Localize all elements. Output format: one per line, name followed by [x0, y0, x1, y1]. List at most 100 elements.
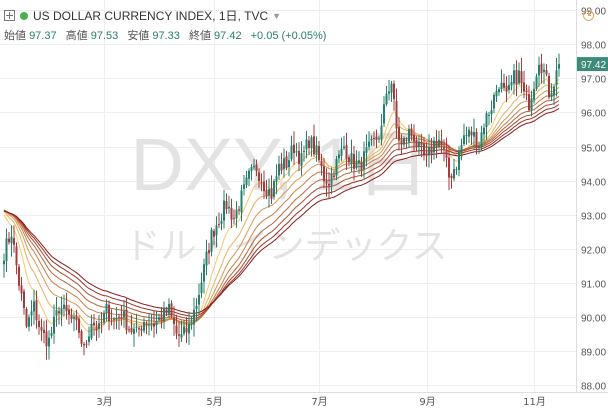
candle-body	[245, 177, 248, 185]
candle-body	[100, 322, 103, 324]
candle-body	[145, 323, 148, 325]
ma-line	[3, 100, 560, 320]
candle-body	[278, 163, 280, 176]
candle-body	[195, 305, 198, 310]
time-tick-label: 7月	[311, 396, 327, 408]
price-tick-label: 94.00	[581, 178, 606, 189]
symbol-header[interactable]: US DOLLAR CURRENCY INDEX, 1日, TVC ▼	[4, 7, 281, 24]
candle-body	[128, 329, 130, 331]
candle-body	[95, 326, 98, 331]
price-tick-label: 97.00	[581, 75, 606, 86]
candle-body	[335, 159, 338, 176]
chevron-down-icon[interactable]: ▼	[272, 10, 282, 21]
candle-body	[218, 223, 220, 225]
candle-body	[270, 188, 273, 199]
candle-body	[455, 169, 458, 171]
candle-body	[425, 152, 428, 154]
candle-body	[543, 69, 545, 72]
candle-body	[490, 110, 493, 115]
candle-body	[478, 146, 480, 148]
price-tick-label: 88.00	[581, 382, 606, 393]
price-tick-label: 99.00	[581, 7, 606, 18]
candle-body	[548, 75, 550, 98]
candle-body	[190, 323, 193, 325]
candle-body	[180, 334, 183, 338]
candle-body	[323, 166, 325, 182]
candle-body	[423, 143, 425, 155]
candle-body	[58, 311, 60, 314]
price-axis[interactable]: 99.00 98.00 97.00 96.00 95.00 94.00 93.00 92.00…	[581, 7, 606, 393]
candle-body	[10, 236, 13, 244]
candle-body	[513, 70, 515, 84]
candle-body	[90, 323, 93, 339]
last-price-box	[577, 57, 608, 72]
time-axis[interactable]: 3月 5月 7月 9月 11月	[96, 396, 546, 408]
candle-body	[353, 153, 355, 169]
candle-body	[320, 160, 323, 167]
candle-body	[178, 334, 180, 336]
price-tick-label: 93.00	[581, 212, 606, 223]
candle-body	[365, 147, 368, 153]
price-tick-label: 91.00	[581, 280, 606, 291]
candle-body	[385, 93, 388, 105]
candle-body	[225, 201, 228, 210]
candle-body	[243, 184, 245, 189]
candle-body	[250, 166, 253, 172]
candle-body	[3, 260, 5, 265]
candle-body	[413, 135, 415, 142]
candle-body	[110, 320, 113, 322]
grid-lines	[0, 0, 576, 392]
candle-body	[215, 225, 218, 236]
clock-icon[interactable]	[583, 10, 594, 21]
candle-body	[60, 309, 63, 315]
time-tick-label: 5月	[206, 396, 222, 408]
candle-body	[33, 301, 35, 312]
candle-body	[418, 141, 420, 147]
candle-body	[340, 148, 343, 156]
candle-body	[390, 83, 393, 93]
candle-body	[265, 189, 268, 196]
candle-body	[120, 317, 123, 319]
candle-body	[440, 140, 443, 146]
candle-body	[345, 145, 348, 160]
price-tick-label: 92.00	[581, 246, 606, 257]
candle-body	[395, 101, 398, 129]
candle-body	[210, 229, 213, 252]
expand-icon[interactable]	[4, 10, 15, 21]
candle-body	[350, 153, 353, 165]
candle-body	[300, 153, 303, 167]
candle-body	[378, 138, 380, 140]
candle-body	[290, 145, 293, 160]
candle-body	[475, 131, 478, 148]
candle-body	[373, 138, 375, 140]
candle-body	[518, 70, 520, 84]
candle-body	[310, 137, 313, 149]
candle-body	[213, 231, 215, 237]
candle-body	[150, 324, 153, 326]
candle-body	[428, 147, 430, 155]
candle-body	[105, 303, 108, 313]
candle-body	[348, 157, 350, 163]
candles	[3, 53, 560, 360]
candle-body	[495, 90, 498, 97]
candle-body	[500, 82, 503, 90]
candle-body	[160, 316, 163, 322]
candle-body	[248, 170, 250, 179]
candle-body	[520, 71, 523, 84]
watermark: DXY, 1日 ドル・インデックス	[125, 123, 448, 267]
candle-body	[435, 140, 438, 148]
price-tick-label: 95.00	[581, 144, 606, 155]
candle-body	[493, 94, 495, 109]
candle-body	[135, 326, 138, 328]
candle-body	[133, 328, 135, 334]
candle-body	[63, 304, 65, 309]
candle-body	[15, 246, 18, 266]
candle-body	[123, 311, 125, 318]
candle-body	[308, 140, 310, 148]
candle-body	[228, 206, 230, 209]
candle-body	[420, 142, 423, 145]
candle-body	[275, 176, 278, 182]
candle-body	[333, 175, 335, 177]
